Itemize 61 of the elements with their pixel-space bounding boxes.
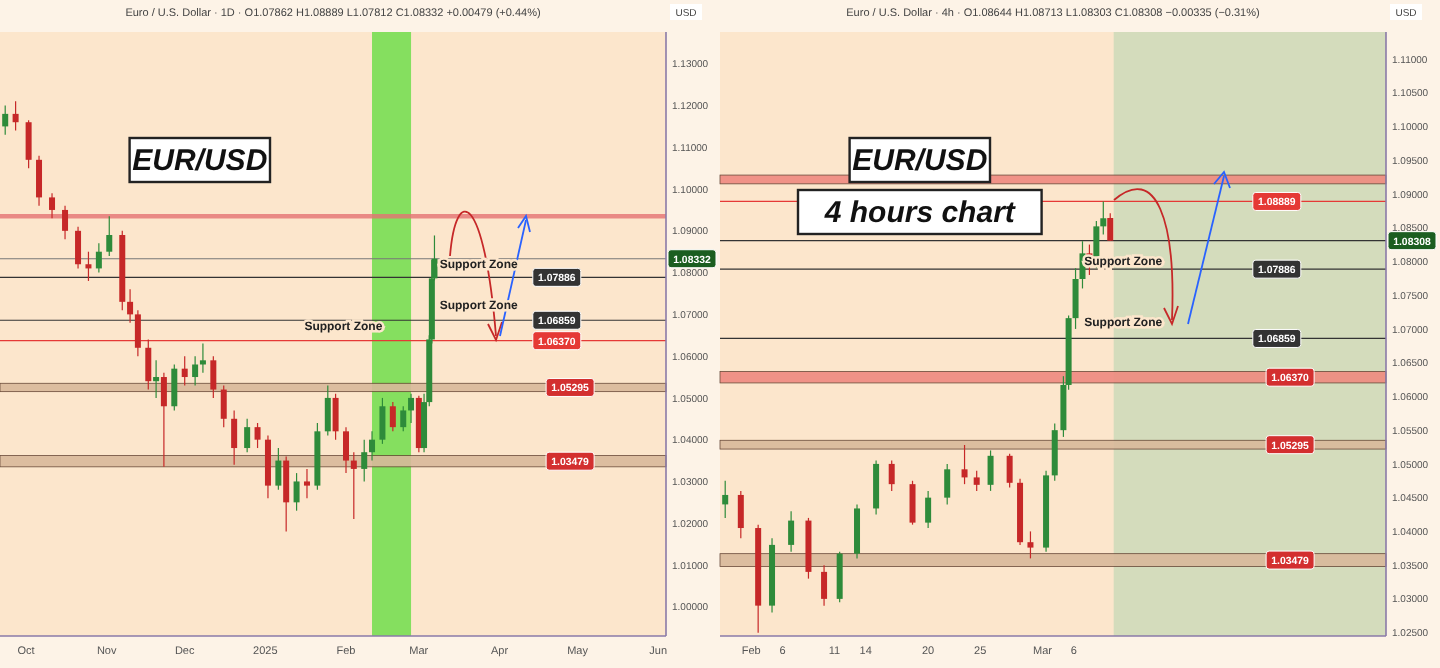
candlestick (408, 393, 415, 424)
candlestick (12, 100, 19, 132)
candlestick (95, 242, 102, 274)
candlestick (379, 397, 386, 445)
candlestick (973, 470, 980, 492)
candlestick (854, 503, 861, 559)
candlestick (821, 564, 828, 607)
candlestick (836, 551, 843, 603)
candlestick (62, 205, 69, 240)
candlestick (1006, 453, 1013, 489)
candlestick (36, 155, 43, 207)
candlestick (909, 480, 916, 526)
candlestick (283, 455, 290, 533)
candlestick (873, 459, 880, 516)
candlestick (303, 468, 310, 499)
candlestick (171, 363, 178, 412)
candlestick (2, 104, 9, 136)
candlestick (220, 384, 227, 428)
candlestick (1051, 422, 1058, 482)
candlestick (145, 338, 152, 391)
annotation: EUR/USD (852, 144, 988, 178)
candlestick (389, 401, 396, 432)
candlestick (231, 409, 238, 466)
candlestick (75, 226, 82, 270)
candlestick (153, 359, 160, 399)
candlestick (961, 444, 968, 485)
candlestick (181, 355, 188, 386)
candlestick (275, 447, 282, 491)
candlestick (350, 451, 357, 520)
candlestick (106, 215, 113, 257)
annotation: 4 hours chart (822, 196, 1017, 230)
candlestick (944, 463, 951, 505)
candlestick (361, 439, 368, 483)
candlestick (192, 355, 199, 386)
candlestick (254, 422, 261, 449)
candlestick (1027, 530, 1034, 559)
candlestick (199, 343, 206, 374)
candlestick (293, 472, 300, 512)
candlestick (987, 449, 994, 492)
candlestick (332, 393, 339, 441)
candlestick (925, 490, 932, 529)
candlestick (134, 309, 141, 357)
candlestick (210, 355, 217, 399)
annotation: EUR/USD (132, 144, 268, 178)
candlestick (25, 119, 32, 169)
candlestick (264, 434, 271, 499)
candlestick (737, 490, 744, 539)
candlestick (127, 288, 134, 324)
candlestick (324, 384, 331, 437)
candlestick (343, 426, 350, 474)
candlestick (244, 418, 251, 453)
candlestick (85, 251, 92, 282)
candlestick (1100, 200, 1107, 236)
candlestick (1107, 212, 1114, 242)
candlestick (160, 372, 167, 468)
candlestick (788, 510, 795, 553)
candlestick (722, 480, 729, 519)
candlestick (49, 192, 56, 219)
candlestick (400, 405, 407, 432)
candlestick (888, 459, 895, 492)
candlestick (369, 430, 376, 462)
